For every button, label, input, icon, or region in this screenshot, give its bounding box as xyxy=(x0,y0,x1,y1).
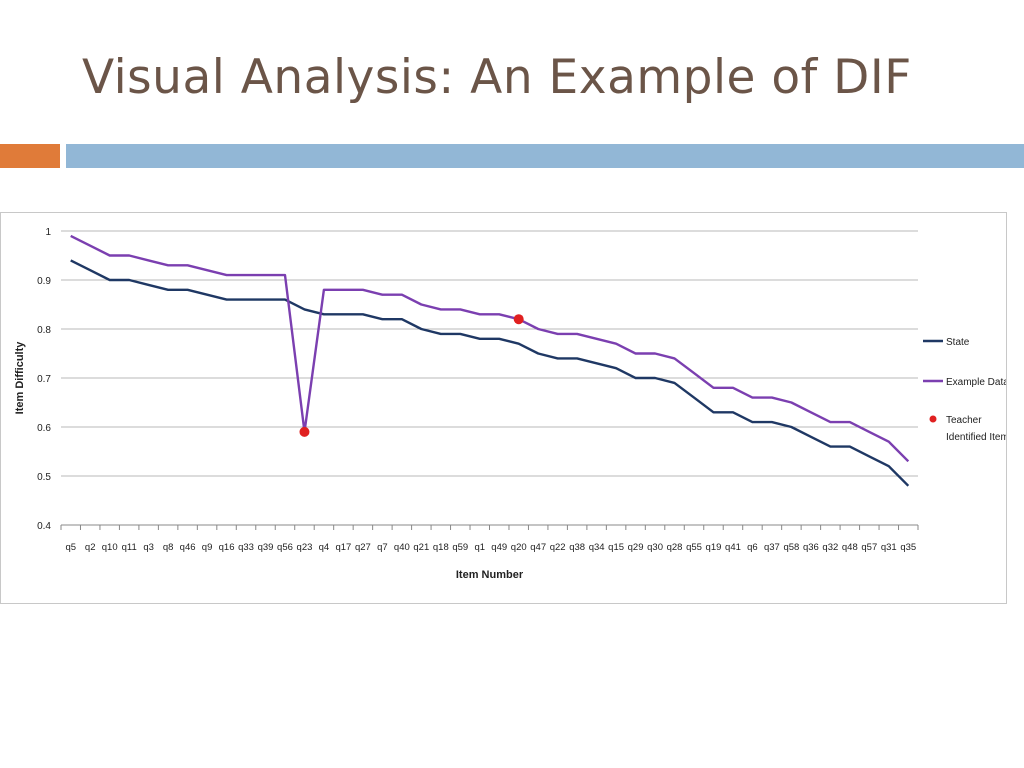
series-line-example-data xyxy=(70,234,910,463)
x-tick-label: q8 xyxy=(163,542,174,553)
y-tick-label: 0.7 xyxy=(37,374,51,385)
teacher-identified-point xyxy=(299,426,310,437)
accent-bar-blue xyxy=(66,144,1024,168)
y-tick-label: 0.9 xyxy=(37,276,51,287)
x-tick-label: q55 xyxy=(686,542,702,553)
x-tick-label: q1 xyxy=(474,542,485,553)
y-axis-title: Item Difficulty xyxy=(14,341,26,415)
x-tick-label: q40 xyxy=(394,542,410,553)
x-tick-label: q3 xyxy=(143,542,154,553)
x-tick-label: q17 xyxy=(335,542,351,553)
x-tick-label: q9 xyxy=(202,542,213,553)
x-tick-label: q7 xyxy=(377,542,388,553)
legend-label: State xyxy=(946,337,970,348)
x-tick-label: q37 xyxy=(764,542,780,553)
x-tick-label: q36 xyxy=(803,542,819,553)
legend-swatch-marker xyxy=(929,415,937,423)
x-tick-label: q33 xyxy=(238,542,254,553)
legend-label: Teacher xyxy=(946,415,982,426)
x-tick-label: q46 xyxy=(180,542,196,553)
line-chart: 0.4 0.5 0.6 0.7 0.8 0.9 1 q5 q2 q10 q11 q3 q8 q46 q9 q1… xyxy=(14,227,1006,581)
x-tick-label: q27 xyxy=(355,542,371,553)
x-tick-label: q16 xyxy=(219,542,235,553)
x-tick-label: q22 xyxy=(550,542,566,553)
x-tick-label: q47 xyxy=(530,542,546,553)
x-tick-label: q34 xyxy=(589,542,605,553)
x-tick-label: q19 xyxy=(706,542,722,553)
legend-label: Identified Items xyxy=(946,432,1006,443)
x-tick-label: q5 xyxy=(65,542,76,553)
x-tick-label: q30 xyxy=(647,542,663,553)
x-tick-label: q2 xyxy=(85,542,96,553)
y-tick-label: 0.4 xyxy=(37,521,51,532)
x-tick-label: q38 xyxy=(569,542,585,553)
x-tick-label: q58 xyxy=(783,542,799,553)
teacher-identified-point xyxy=(513,314,524,325)
x-tick-label: q39 xyxy=(258,542,274,553)
y-tick-label: 0.8 xyxy=(37,325,51,336)
y-tick-label: 1 xyxy=(45,227,51,238)
x-tick-label: q56 xyxy=(277,542,293,553)
x-tick-label: q23 xyxy=(297,542,313,553)
x-tick-label: q18 xyxy=(433,542,449,553)
y-tick-label: 0.6 xyxy=(37,423,51,434)
x-tick-label: q57 xyxy=(861,542,877,553)
x-tick-label: q20 xyxy=(511,542,527,553)
x-tick-label: q49 xyxy=(491,542,507,553)
x-tick-label: q6 xyxy=(747,542,758,553)
x-tick-label: q59 xyxy=(452,542,468,553)
x-tick-label: q29 xyxy=(628,542,644,553)
x-tick-label: q41 xyxy=(725,542,741,553)
x-tick-label: q48 xyxy=(842,542,858,553)
x-axis-title: Item Number xyxy=(456,569,524,581)
slide-title: Visual Analysis: An Example of DIF xyxy=(82,50,912,105)
accent-bar-orange xyxy=(0,144,60,168)
y-tick-label: 0.5 xyxy=(37,472,51,483)
x-tick-label: q31 xyxy=(881,542,897,553)
series-line-state xyxy=(70,259,910,487)
x-tick-label: q11 xyxy=(122,542,137,553)
x-tick-label: q32 xyxy=(822,542,838,553)
x-tick-label: q28 xyxy=(667,542,683,553)
x-tick-label: q10 xyxy=(102,542,118,553)
chart-frame: 0.4 0.5 0.6 0.7 0.8 0.9 1 q5 q2 q10 q11 q3 q8 q46 q9 q1… xyxy=(0,212,1007,604)
x-tick-label: q15 xyxy=(608,542,624,553)
x-tick-label: q35 xyxy=(900,542,916,553)
x-tick-label: q4 xyxy=(319,542,330,553)
legend-label: Example Data xyxy=(946,377,1006,388)
x-tick-label: q21 xyxy=(413,542,429,553)
